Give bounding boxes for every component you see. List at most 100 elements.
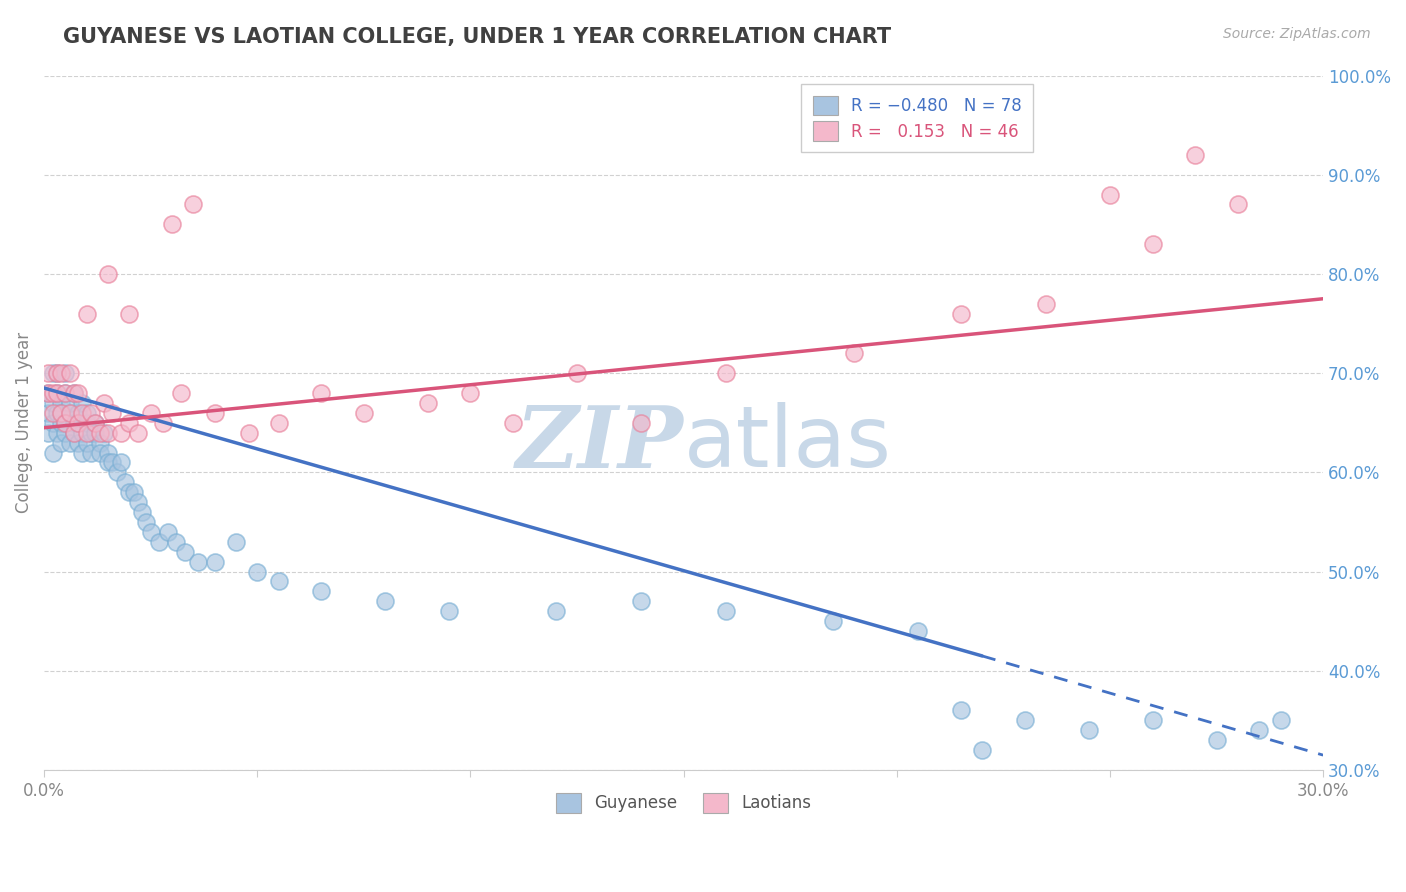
Point xyxy=(544,604,567,618)
Point xyxy=(89,435,111,450)
Point xyxy=(41,396,63,410)
Point xyxy=(122,485,145,500)
Point xyxy=(80,425,103,440)
Point xyxy=(165,534,187,549)
Point xyxy=(565,366,588,380)
Point xyxy=(135,515,157,529)
Point xyxy=(51,406,73,420)
Point xyxy=(59,406,82,420)
Point xyxy=(59,406,82,420)
Point xyxy=(63,386,86,401)
Point xyxy=(84,416,107,430)
Point xyxy=(89,445,111,459)
Point xyxy=(63,386,86,401)
Point xyxy=(45,386,67,401)
Point xyxy=(1226,197,1249,211)
Point xyxy=(97,267,120,281)
Point xyxy=(76,406,98,420)
Point xyxy=(97,445,120,459)
Point xyxy=(55,416,77,430)
Point xyxy=(127,425,149,440)
Point xyxy=(821,614,844,628)
Point xyxy=(67,416,90,430)
Point xyxy=(67,406,90,420)
Point xyxy=(76,435,98,450)
Point xyxy=(76,416,98,430)
Point xyxy=(267,574,290,589)
Point xyxy=(970,743,993,757)
Point xyxy=(41,386,63,401)
Point xyxy=(139,406,162,420)
Point xyxy=(118,307,141,321)
Point xyxy=(437,604,460,618)
Point xyxy=(1270,714,1292,728)
Point xyxy=(148,534,170,549)
Point xyxy=(80,406,103,420)
Point xyxy=(416,396,439,410)
Point xyxy=(156,524,179,539)
Point xyxy=(1142,714,1164,728)
Point xyxy=(45,386,67,401)
Point xyxy=(630,416,652,430)
Point xyxy=(204,555,226,569)
Point xyxy=(173,545,195,559)
Point xyxy=(63,416,86,430)
Point xyxy=(45,366,67,380)
Point xyxy=(45,366,67,380)
Point xyxy=(267,416,290,430)
Text: GUYANESE VS LAOTIAN COLLEGE, UNDER 1 YEAR CORRELATION CHART: GUYANESE VS LAOTIAN COLLEGE, UNDER 1 YEA… xyxy=(63,27,891,46)
Point xyxy=(118,416,141,430)
Point xyxy=(84,425,107,440)
Point xyxy=(114,475,136,490)
Point xyxy=(225,534,247,549)
Point xyxy=(59,396,82,410)
Point xyxy=(118,485,141,500)
Point xyxy=(183,197,205,211)
Point xyxy=(907,624,929,639)
Point xyxy=(160,217,183,231)
Point xyxy=(59,435,82,450)
Point xyxy=(1142,237,1164,252)
Point xyxy=(1184,148,1206,162)
Point xyxy=(1249,723,1271,738)
Point xyxy=(246,565,269,579)
Point xyxy=(309,386,332,401)
Point xyxy=(1014,714,1036,728)
Point xyxy=(76,307,98,321)
Point xyxy=(51,435,73,450)
Point xyxy=(37,406,59,420)
Point xyxy=(67,435,90,450)
Point xyxy=(844,346,866,360)
Point xyxy=(139,524,162,539)
Point xyxy=(374,594,396,608)
Point xyxy=(37,386,59,401)
Point xyxy=(37,366,59,380)
Point xyxy=(1077,723,1099,738)
Point xyxy=(37,425,59,440)
Point xyxy=(72,425,94,440)
Text: Source: ZipAtlas.com: Source: ZipAtlas.com xyxy=(1223,27,1371,41)
Point xyxy=(110,455,132,469)
Point xyxy=(59,366,82,380)
Point xyxy=(76,425,98,440)
Point xyxy=(63,425,86,440)
Point xyxy=(949,307,972,321)
Point xyxy=(949,703,972,717)
Point xyxy=(51,406,73,420)
Point xyxy=(51,366,73,380)
Point xyxy=(502,416,524,430)
Point xyxy=(84,416,107,430)
Point xyxy=(67,386,90,401)
Point xyxy=(630,594,652,608)
Point xyxy=(72,445,94,459)
Point xyxy=(41,416,63,430)
Point xyxy=(80,445,103,459)
Point xyxy=(51,416,73,430)
Y-axis label: College, Under 1 year: College, Under 1 year xyxy=(15,332,32,513)
Point xyxy=(89,425,111,440)
Point xyxy=(238,425,260,440)
Point xyxy=(204,406,226,420)
Point xyxy=(55,416,77,430)
Point xyxy=(72,396,94,410)
Point xyxy=(1035,296,1057,310)
